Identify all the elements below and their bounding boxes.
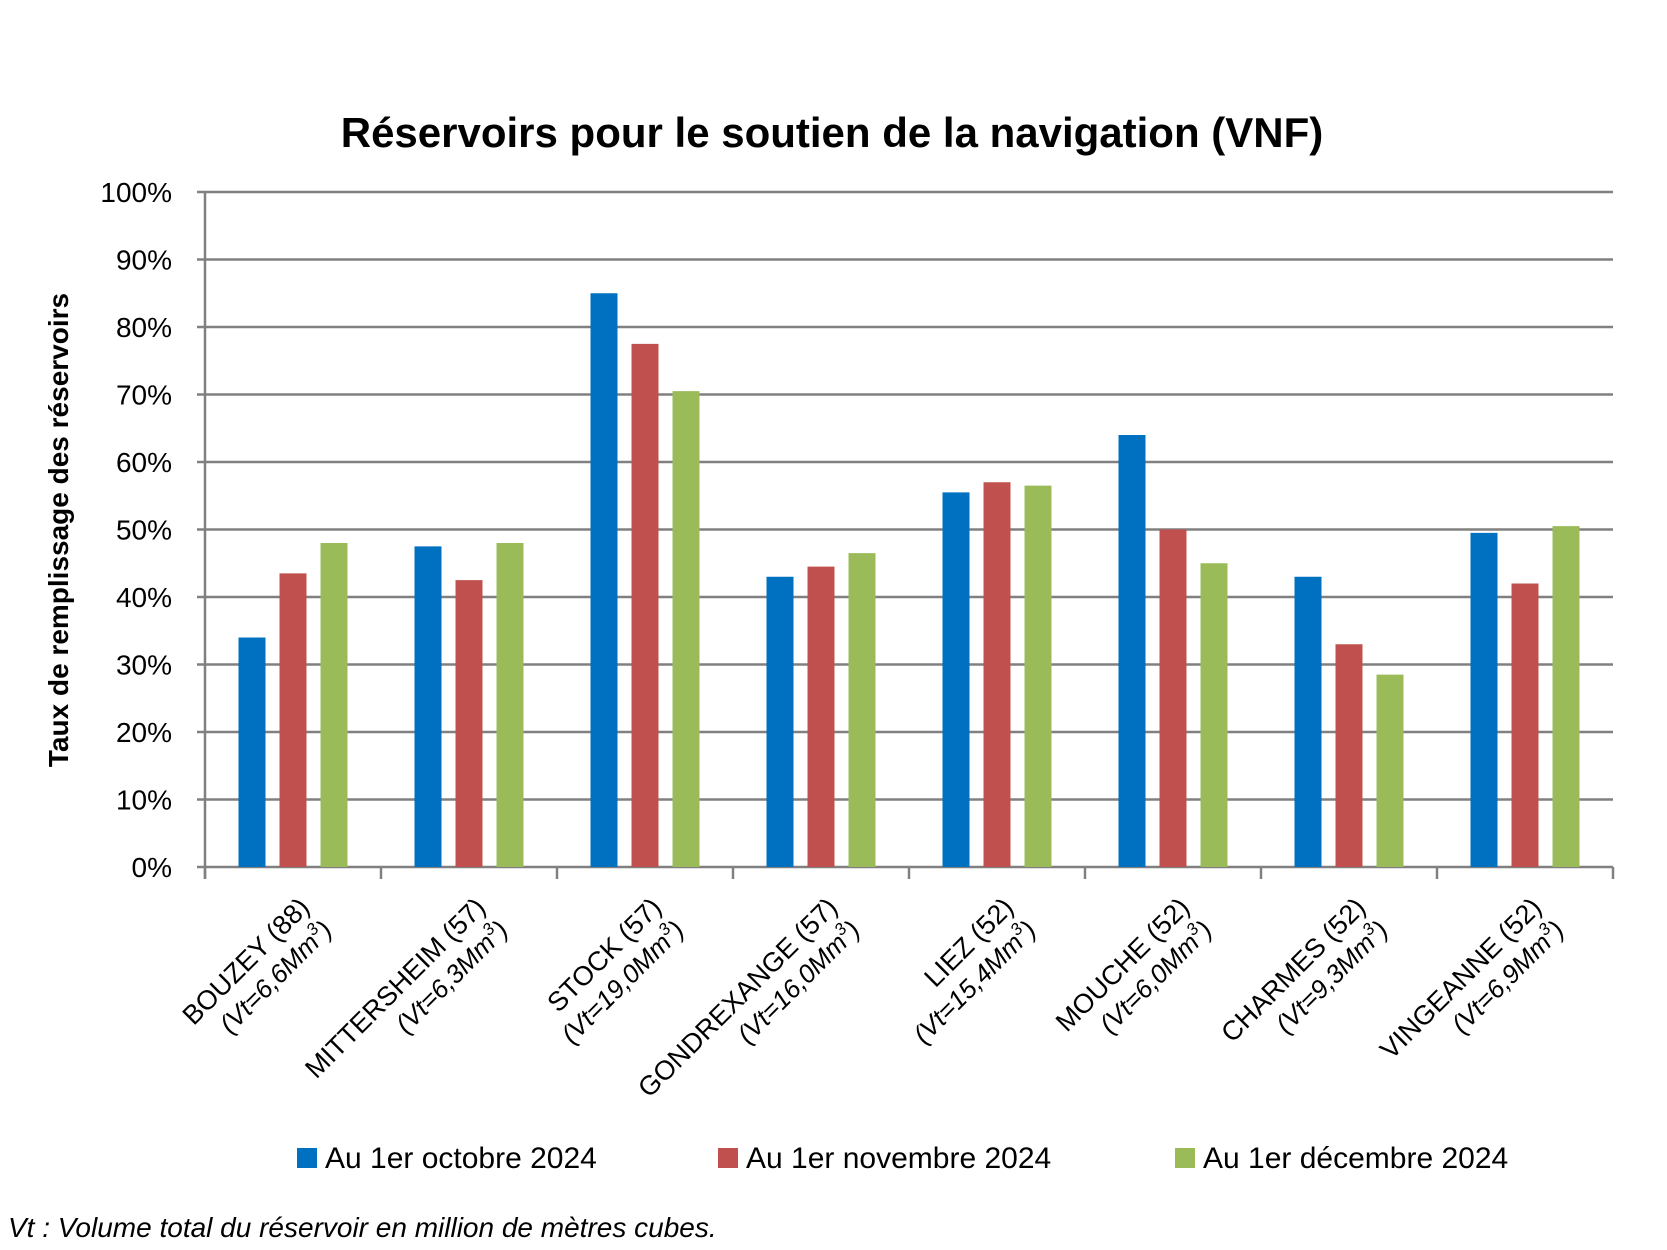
bar (590, 293, 618, 867)
category-label: CHARMES (52)(Vt=9,3Mm3) (1215, 892, 1394, 1048)
category-label: MITTERSHEIM (57)(Vt=6,3Mm3) (299, 892, 514, 1084)
bar (320, 543, 348, 867)
bar (238, 637, 266, 867)
y-tick-label: 90% (116, 245, 172, 276)
chart-title: Réservoirs pour le soutien de la navigat… (341, 109, 1324, 156)
y-axis-label: Taux de remplissage des réservoirs (43, 293, 74, 767)
y-tick-label: 60% (116, 447, 172, 478)
y-tick-label: 10% (116, 785, 172, 816)
bar (807, 566, 835, 867)
bar (1376, 674, 1404, 867)
bar (1024, 485, 1052, 867)
bar (1552, 526, 1580, 867)
bar (1335, 644, 1363, 867)
bar (496, 543, 524, 867)
y-tick-label: 40% (116, 582, 172, 613)
legend-label: Au 1er novembre 2024 (746, 1142, 1051, 1175)
category-label: MOUCHE (52)(Vt=6,0Mm3) (1050, 892, 1218, 1039)
x-axis (203, 192, 1615, 879)
y-tick-label: 80% (116, 312, 172, 343)
bars (238, 293, 1580, 867)
bar (766, 576, 794, 867)
legend-label: Au 1er octobre 2024 (325, 1142, 597, 1175)
category-name: MITTERSHEIM (57) (299, 892, 491, 1084)
y-tick-label: 50% (116, 515, 172, 546)
y-tick-label: 30% (116, 650, 172, 681)
bar (1470, 532, 1498, 867)
bar (414, 546, 442, 867)
legend-label: Au 1er décembre 2024 (1203, 1142, 1508, 1175)
bar (1294, 576, 1322, 867)
category-label: VINGEANNE (52)(Vt=6,9Mm3) (1374, 892, 1570, 1065)
bar (1118, 435, 1146, 867)
footnote: Vt : Volume total du réservoir en millio… (8, 1212, 717, 1243)
category-label: LIEZ (52)(Vt=15,4Mm3) (907, 892, 1042, 1049)
bar (631, 343, 659, 867)
legend-swatch (297, 1148, 317, 1168)
bar (1159, 529, 1187, 867)
category-label: BOUZEY (88)(Vt=6,6Mm3) (177, 892, 338, 1039)
bar (279, 573, 307, 867)
legend: Au 1er octobre 2024 Au 1er novembre 2024 A… (297, 1142, 1508, 1175)
y-tick-label: 70% (116, 380, 172, 411)
bar (455, 580, 483, 867)
y-tick-labels: 0% 10% 20% 30% 40% 50% 60% 70% 80% 90% 100% (100, 177, 172, 883)
category-label: STOCK (57)(Vt=19,0Mm3) (541, 892, 690, 1049)
bar (1511, 583, 1539, 867)
bar (848, 553, 876, 867)
bar (942, 492, 970, 867)
legend-swatch (718, 1148, 738, 1168)
bar (672, 391, 700, 867)
y-tick-label: 100% (100, 177, 172, 208)
bar (983, 482, 1011, 867)
bar (1200, 563, 1228, 867)
y-tick-label: 0% (132, 852, 172, 883)
legend-swatch (1175, 1148, 1195, 1168)
category-labels: BOUZEY (88)(Vt=6,6Mm3)MITTERSHEIM (57)(V… (177, 892, 1570, 1103)
y-tick-label: 20% (116, 717, 172, 748)
